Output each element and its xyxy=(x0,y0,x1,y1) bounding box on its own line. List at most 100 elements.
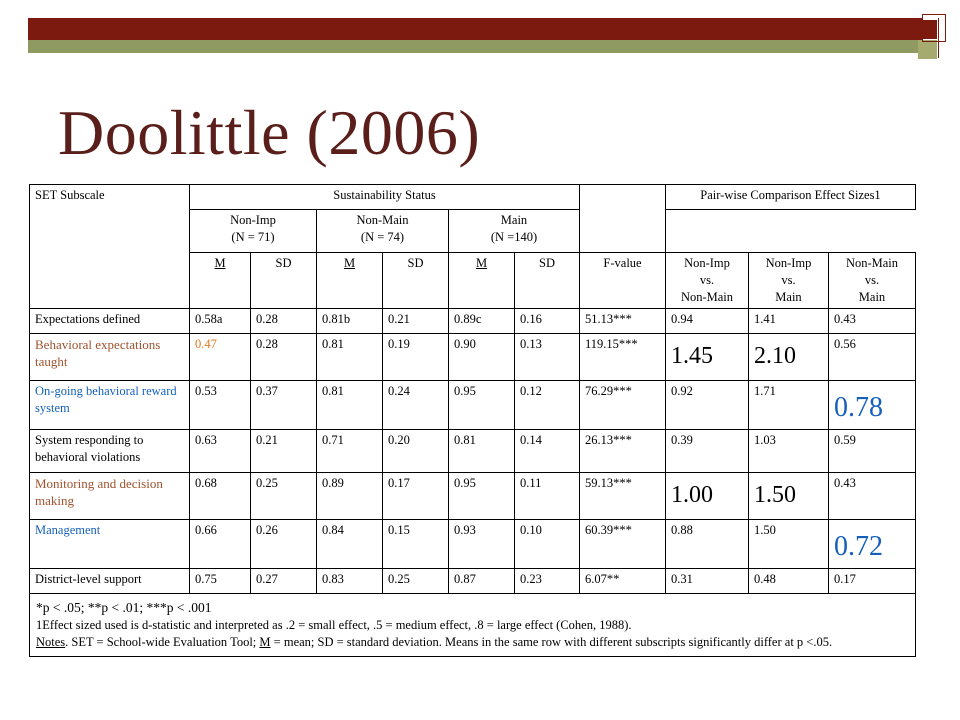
cell: 60.39*** xyxy=(579,518,666,569)
group-header-main: Main (N =140) xyxy=(448,209,580,253)
cell: 0.11 xyxy=(514,471,580,520)
cell: 0.81b xyxy=(316,307,383,334)
cell: 0.37 xyxy=(250,379,317,430)
cell: 0.25 xyxy=(250,471,317,520)
cell: 1.03 xyxy=(748,428,829,473)
cell: 26.13*** xyxy=(579,428,666,473)
cell: 0.48 xyxy=(748,567,829,594)
notes-text: . SET = School-wide Evaluation Tool; xyxy=(65,634,260,649)
row-label: Expectations defined xyxy=(29,307,190,334)
sd-header: SD xyxy=(382,252,449,309)
cell: 1.71 xyxy=(748,379,829,430)
cell: 0.88 xyxy=(665,518,749,569)
cell: 0.31 xyxy=(665,567,749,594)
cell: 0.63 xyxy=(189,428,251,473)
cell: 0.53 xyxy=(189,379,251,430)
cell: 0.89 xyxy=(316,471,383,520)
cell: 0.21 xyxy=(382,307,449,334)
comparison-header: Non-Imp vs. Main xyxy=(748,252,829,309)
cell: 0.43 xyxy=(828,471,916,520)
group-header-non-imp: Non-Imp (N = 71) xyxy=(189,209,317,253)
effect-size-note: 1Effect sized used is d-statistic and in… xyxy=(36,617,632,632)
row-label: System responding to behavioral violatio… xyxy=(29,428,190,473)
cell: 0.12 xyxy=(514,379,580,430)
table-row: Management 0.66 0.26 0.84 0.15 0.93 0.10… xyxy=(29,518,916,569)
notes-m: M xyxy=(259,634,271,649)
cell-highlight: 2.10 xyxy=(748,332,829,381)
corner-square-light xyxy=(918,40,937,59)
results-table: SET Subscale Sustainability Status Pair-… xyxy=(29,184,916,657)
corner-line xyxy=(938,18,944,58)
table-row: Monitoring and decision making 0.68 0.25… xyxy=(29,471,916,520)
comparison-header: Non-Main vs. Main xyxy=(828,252,916,309)
notes-text: = mean; SD = standard deviation. Means i… xyxy=(270,634,833,649)
cell: 0.27 xyxy=(250,567,317,594)
cell: 0.14 xyxy=(514,428,580,473)
cell: 0.66 xyxy=(189,518,251,569)
significance-note: *p < .05; **p < .01; ***p < .001 xyxy=(36,599,212,615)
cell: 0.16 xyxy=(514,307,580,334)
cell: 0.26 xyxy=(250,518,317,569)
cell: 59.13*** xyxy=(579,471,666,520)
cell: 1.50 xyxy=(748,518,829,569)
notes-paragraph: Notes. SET = School-wide Evaluation Tool… xyxy=(36,634,909,651)
pairwise-header: Pair-wise Comparison Effect Sizes1 xyxy=(665,184,916,210)
cell: 0.17 xyxy=(828,567,916,594)
cell: 0.47 xyxy=(189,332,251,381)
cell: 0.39 xyxy=(665,428,749,473)
cell: 0.87 xyxy=(448,567,515,594)
notes-row: *p < .05; **p < .01; ***p < .001 1Effect… xyxy=(29,592,916,657)
cell: 0.71 xyxy=(316,428,383,473)
m-header: M xyxy=(316,252,383,309)
row-label: On-going behavioral reward system xyxy=(29,379,190,430)
cell: 0.81 xyxy=(316,379,383,430)
fvalue-header: F-value xyxy=(579,252,666,309)
cell: 76.29*** xyxy=(579,379,666,430)
cell: 0.25 xyxy=(382,567,449,594)
cell: 0.89c xyxy=(448,307,515,334)
cell: 0.28 xyxy=(250,307,317,334)
cell: 0.19 xyxy=(382,332,449,381)
cell-highlight: 0.78 xyxy=(828,379,916,430)
header-row-2: Non-Imp (N = 71) Non-Main (N = 74) Main (N … xyxy=(30,209,916,253)
cell: 0.68 xyxy=(189,471,251,520)
cell: 0.92 xyxy=(665,379,749,430)
cell: 0.58a xyxy=(189,307,251,334)
cell: 0.95 xyxy=(448,471,515,520)
m-header: M xyxy=(448,252,515,309)
cell: 0.81 xyxy=(448,428,515,473)
cell: 0.90 xyxy=(448,332,515,381)
row-label: District-level support xyxy=(29,567,190,594)
set-subscale-header: SET Subscale xyxy=(29,184,190,309)
cell: 0.28 xyxy=(250,332,317,381)
table-row: On-going behavioral reward system 0.53 0… xyxy=(29,379,916,430)
sd-header: SD xyxy=(250,252,317,309)
row-label: Monitoring and decision making xyxy=(29,471,190,520)
empty-header-cell xyxy=(579,184,666,253)
cell: 0.21 xyxy=(250,428,317,473)
sustainability-status-header: Sustainability Status xyxy=(189,184,580,210)
cell-highlight: 0.72 xyxy=(828,518,916,569)
header-row-1: SET Subscale Sustainability Status Pair-… xyxy=(29,184,916,309)
header-row-3: M SD M SD M SD F-value Non-Imp vs. Non-Mai… xyxy=(30,252,916,309)
cell: 0.94 xyxy=(665,307,749,334)
cell: 0.23 xyxy=(514,567,580,594)
row-label: Behavioral expectations taught xyxy=(29,332,190,381)
cell: 0.13 xyxy=(514,332,580,381)
cell-highlight: 1.45 xyxy=(665,332,749,381)
top-band xyxy=(28,18,922,40)
cell: 0.59 xyxy=(828,428,916,473)
m-header: M xyxy=(189,252,251,309)
cell: 1.41 xyxy=(748,307,829,334)
cell: 51.13*** xyxy=(579,307,666,334)
cell: 0.93 xyxy=(448,518,515,569)
cell: 0.56 xyxy=(828,332,916,381)
cell: 0.17 xyxy=(382,471,449,520)
cell: 0.83 xyxy=(316,567,383,594)
notes-label: Notes xyxy=(36,634,66,649)
table-row: Expectations defined 0.58a 0.28 0.81b 0.… xyxy=(29,307,916,334)
row-label: Management xyxy=(29,518,190,569)
top-stripe xyxy=(28,40,922,53)
cell: 0.84 xyxy=(316,518,383,569)
table-row: Behavioral expectations taught 0.47 0.28… xyxy=(29,332,916,381)
